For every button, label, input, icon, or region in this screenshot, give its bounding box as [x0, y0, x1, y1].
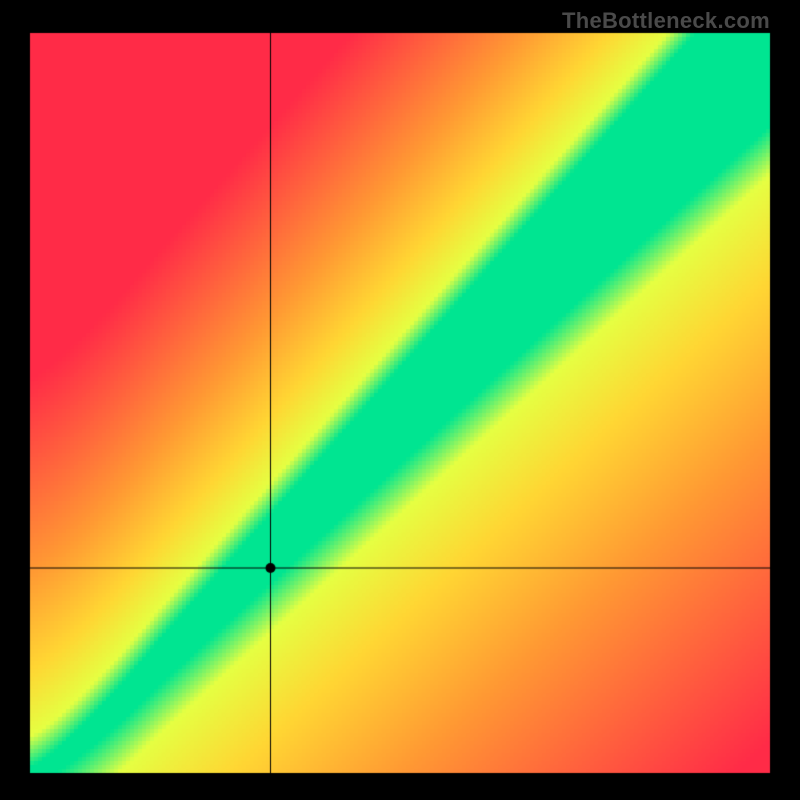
- chart-container: TheBottleneck.com: [0, 0, 800, 800]
- bottleneck-heatmap: [0, 0, 800, 800]
- watermark-text: TheBottleneck.com: [562, 8, 770, 34]
